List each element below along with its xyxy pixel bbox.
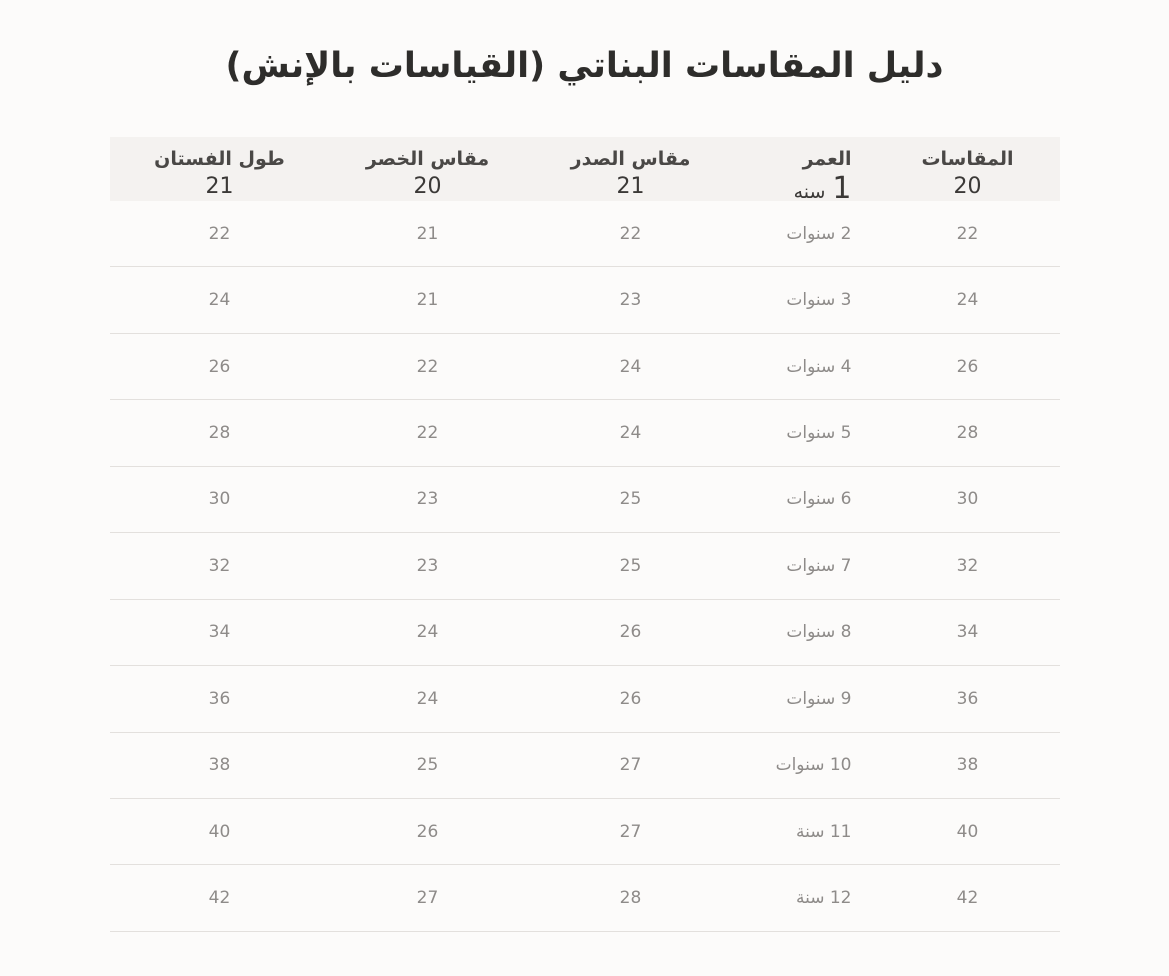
- table-row: 40 11 سنة 27 26 40: [109, 799, 1060, 866]
- table-row: 34 8 سنوات 26 24 34: [109, 600, 1060, 667]
- dress-length-cell: 38: [208, 755, 231, 776]
- chest-cell: 26: [619, 622, 642, 643]
- column-header-dress-length: طول الفستان: [154, 148, 285, 170]
- dress-length-cell: 40: [208, 821, 231, 842]
- size-cell: 28: [956, 423, 979, 444]
- header-value-age: 1 سنه: [736, 170, 852, 206]
- dress-length-cell: 24: [208, 290, 231, 311]
- age-cell: 6 سنوات: [786, 489, 852, 510]
- dress-length-cell: 30: [208, 489, 231, 510]
- waist-cell: 21: [416, 223, 439, 244]
- column-header-age: العمر: [802, 148, 852, 170]
- header-age-unit: سنه: [793, 180, 826, 203]
- table-row: 36 9 سنوات 26 24 36: [109, 666, 1060, 733]
- waist-cell: 22: [416, 356, 439, 377]
- header-cell-chest: مقاس الصدر 21: [526, 137, 736, 204]
- table-row: 38 10 سنوات 27 25 38: [109, 733, 1060, 799]
- dress-length-cell: 32: [208, 555, 231, 576]
- header-value-waist: 20: [413, 173, 442, 199]
- dress-length-cell: 26: [208, 356, 231, 377]
- dress-length-cell: 28: [208, 423, 231, 444]
- size-cell: 38: [956, 755, 979, 776]
- size-cell: 22: [956, 223, 979, 244]
- dress-length-cell: 22: [208, 223, 231, 244]
- waist-cell: 24: [416, 688, 439, 709]
- waist-cell: 23: [416, 489, 439, 510]
- size-cell: 42: [956, 888, 979, 909]
- waist-cell: 22: [416, 423, 439, 444]
- age-cell: 12 سنة: [795, 888, 852, 909]
- waist-cell: 21: [416, 290, 439, 311]
- column-header-sizes: المقاسات: [921, 148, 1014, 170]
- size-cell: 26: [956, 356, 979, 377]
- age-cell: 9 سنوات: [786, 688, 852, 709]
- waist-cell: 27: [416, 888, 439, 909]
- age-cell: 11 سنة: [795, 821, 852, 842]
- dress-length-cell: 42: [208, 888, 231, 909]
- header-cell-dress-length: طول الفستان 21: [110, 137, 330, 204]
- age-cell: 2 سنوات: [786, 223, 852, 244]
- table-body: 22 2 سنوات 22 21 22 24 3 سنوات 23 21 24 …: [109, 201, 1060, 932]
- size-cell: 34: [956, 622, 979, 643]
- dress-length-cell: 36: [208, 688, 231, 709]
- chest-cell: 24: [619, 423, 642, 444]
- header-value-size: 20: [953, 173, 982, 199]
- table-row: 28 5 سنوات 24 22 28: [109, 400, 1060, 467]
- age-cell: 10 سنوات: [775, 755, 852, 776]
- header-value-dress-length: 21: [205, 173, 234, 199]
- size-cell: 30: [956, 489, 979, 510]
- age-cell: 5 سنوات: [786, 423, 852, 444]
- waist-cell: 23: [416, 555, 439, 576]
- table-header-row: المقاسات 20 العمر 1 سنه مقاس الصدر 21 مق…: [109, 137, 1060, 204]
- table-row: 32 7 سنوات 25 23 32: [109, 533, 1060, 600]
- table-row: 24 3 سنوات 23 21 24: [109, 267, 1060, 334]
- header-cell-sizes: المقاسات 20: [876, 137, 1060, 204]
- waist-cell: 25: [416, 755, 439, 776]
- waist-cell: 24: [416, 622, 439, 643]
- dress-length-cell: 34: [208, 622, 231, 643]
- table-row: 22 2 سنوات 22 21 22: [109, 201, 1060, 268]
- table-row: 42 12 سنة 28 27 42: [109, 865, 1060, 932]
- chest-cell: 26: [619, 688, 642, 709]
- column-header-chest: مقاس الصدر: [570, 148, 691, 170]
- size-table: المقاسات 20 العمر 1 سنه مقاس الصدر 21 مق…: [109, 137, 1060, 932]
- chest-cell: 25: [619, 489, 642, 510]
- chest-cell: 25: [619, 555, 642, 576]
- header-age-number: 1: [832, 170, 852, 206]
- table-row: 30 6 سنوات 25 23 30: [109, 467, 1060, 534]
- chest-cell: 22: [619, 223, 642, 244]
- header-value-chest: 21: [616, 173, 645, 199]
- page-title: دليل المقاسات البناتي (القياسات بالإنش): [225, 46, 944, 86]
- size-cell: 24: [956, 290, 979, 311]
- chest-cell: 27: [619, 821, 642, 842]
- header-cell-age: العمر 1 سنه: [736, 137, 876, 204]
- age-cell: 4 سنوات: [786, 356, 852, 377]
- chest-cell: 23: [619, 290, 642, 311]
- size-cell: 36: [956, 688, 979, 709]
- table-row: 26 4 سنوات 24 22 26: [109, 334, 1060, 401]
- waist-cell: 26: [416, 821, 439, 842]
- size-cell: 32: [956, 555, 979, 576]
- age-cell: 7 سنوات: [786, 555, 852, 576]
- chest-cell: 27: [619, 755, 642, 776]
- age-cell: 3 سنوات: [786, 290, 852, 311]
- column-header-waist: مقاس الخصر: [365, 148, 490, 170]
- age-cell: 8 سنوات: [786, 622, 852, 643]
- chest-cell: 24: [619, 356, 642, 377]
- size-cell: 40: [956, 821, 979, 842]
- header-cell-waist: مقاس الخصر 20: [330, 137, 526, 204]
- chest-cell: 28: [619, 888, 642, 909]
